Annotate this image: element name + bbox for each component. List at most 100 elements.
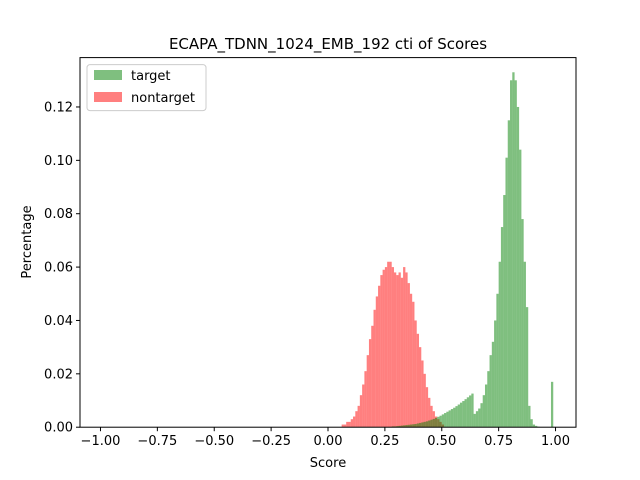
x-axis-title: Score [310, 456, 346, 471]
target-bar [437, 416, 440, 428]
target-bar [414, 423, 417, 428]
target-bar [398, 425, 401, 428]
nontarget-bar [409, 293, 413, 428]
target-bar [516, 106, 520, 428]
target-bar [471, 393, 474, 428]
target-bar [484, 384, 488, 428]
nontarget-bar [366, 355, 369, 428]
target-bar [500, 227, 504, 428]
target-bar [523, 261, 526, 428]
legend-label-target: target [131, 69, 171, 84]
y-tick-label: 0.10 [44, 154, 73, 169]
target-bar [462, 401, 465, 428]
target-bar [487, 371, 490, 428]
target-bar [489, 355, 492, 428]
target-bar [434, 417, 438, 428]
legend-label-nontarget: nontarget [131, 91, 195, 106]
nontarget-bar [348, 421, 351, 428]
x-tick-label: 0.75 [484, 434, 513, 449]
x-tick-label: 0.00 [314, 434, 343, 449]
x-tick-label: −0.25 [251, 434, 291, 449]
nontarget-bar [398, 272, 401, 428]
target-bar [480, 403, 483, 428]
target-bar [439, 415, 442, 428]
nontarget-bar [414, 320, 417, 428]
target-bar [409, 424, 413, 428]
target-bar [503, 195, 506, 428]
nontarget-bar [393, 272, 397, 428]
target-bar [532, 424, 536, 428]
nontarget-bar [350, 419, 354, 428]
nontarget-bars [341, 261, 445, 428]
nontarget-bar [382, 269, 385, 428]
target-bar [400, 425, 404, 428]
y-tick-label: 0.04 [44, 314, 73, 329]
legend-swatch-nontarget [94, 92, 122, 102]
target-bar [507, 120, 511, 428]
nontarget-bar [341, 424, 344, 428]
nontarget-bar [421, 360, 424, 428]
target-bar [505, 157, 508, 428]
y-axis-title: Percentage [20, 205, 35, 278]
nontarget-bar [357, 405, 360, 428]
nontarget-bar [375, 296, 379, 428]
target-bar [496, 293, 499, 428]
nontarget-bar [362, 384, 365, 428]
target-bar [482, 395, 485, 428]
target-bar [530, 419, 533, 428]
nontarget-bar [428, 397, 431, 428]
x-tick-label: 0.50 [427, 434, 456, 449]
nontarget-bar [416, 333, 420, 428]
nontarget-bar [407, 283, 410, 428]
target-bars [391, 72, 556, 428]
target-bar [535, 425, 538, 428]
target-bar [510, 80, 513, 428]
legend-swatch-target [94, 70, 122, 80]
nontarget-bar [353, 416, 356, 428]
target-bar [419, 422, 422, 428]
y-tick-label: 0.02 [44, 367, 73, 382]
target-bar [403, 425, 406, 428]
target-bar [525, 307, 529, 428]
target-bar [421, 422, 424, 428]
nontarget-bar [405, 272, 408, 428]
nontarget-bar [346, 421, 349, 428]
nontarget-bar [403, 267, 406, 428]
target-bar [550, 381, 554, 428]
nontarget-bar [371, 325, 374, 428]
legend: target nontarget [86, 64, 207, 112]
target-bar [416, 423, 420, 428]
target-bar [432, 418, 435, 428]
nontarget-bar [400, 277, 404, 428]
target-bar [428, 420, 431, 428]
y-tick-label: 0.12 [44, 100, 73, 115]
nontarget-bar [378, 285, 381, 428]
target-bar [519, 149, 522, 428]
target-bar [450, 409, 454, 428]
x-tick-label: −0.75 [137, 434, 177, 449]
target-bar [441, 414, 445, 428]
y-tick-label: 0.06 [44, 261, 73, 276]
nontarget-bar [412, 301, 415, 428]
target-bar [425, 421, 429, 428]
target-bar [459, 402, 463, 428]
target-bar [498, 261, 501, 428]
target-bar [405, 425, 408, 428]
target-bar [478, 408, 481, 428]
nontarget-bar [380, 275, 383, 428]
target-bar [514, 80, 517, 428]
y-tick-label: 0.00 [44, 421, 73, 436]
nontarget-bar [396, 275, 399, 428]
y-tick-label: 0.08 [44, 207, 73, 222]
target-bar [521, 219, 524, 428]
nontarget-bar [391, 267, 394, 428]
target-bar [464, 399, 467, 428]
nontarget-bar [423, 373, 426, 428]
y-axis: 0.00 0.02 0.04 0.06 0.08 0.10 0.12 [44, 100, 80, 436]
target-bar [396, 426, 399, 428]
nontarget-bar [387, 261, 390, 428]
target-bar [423, 421, 426, 428]
nontarget-bar [425, 387, 429, 428]
nontarget-bar [355, 411, 358, 428]
